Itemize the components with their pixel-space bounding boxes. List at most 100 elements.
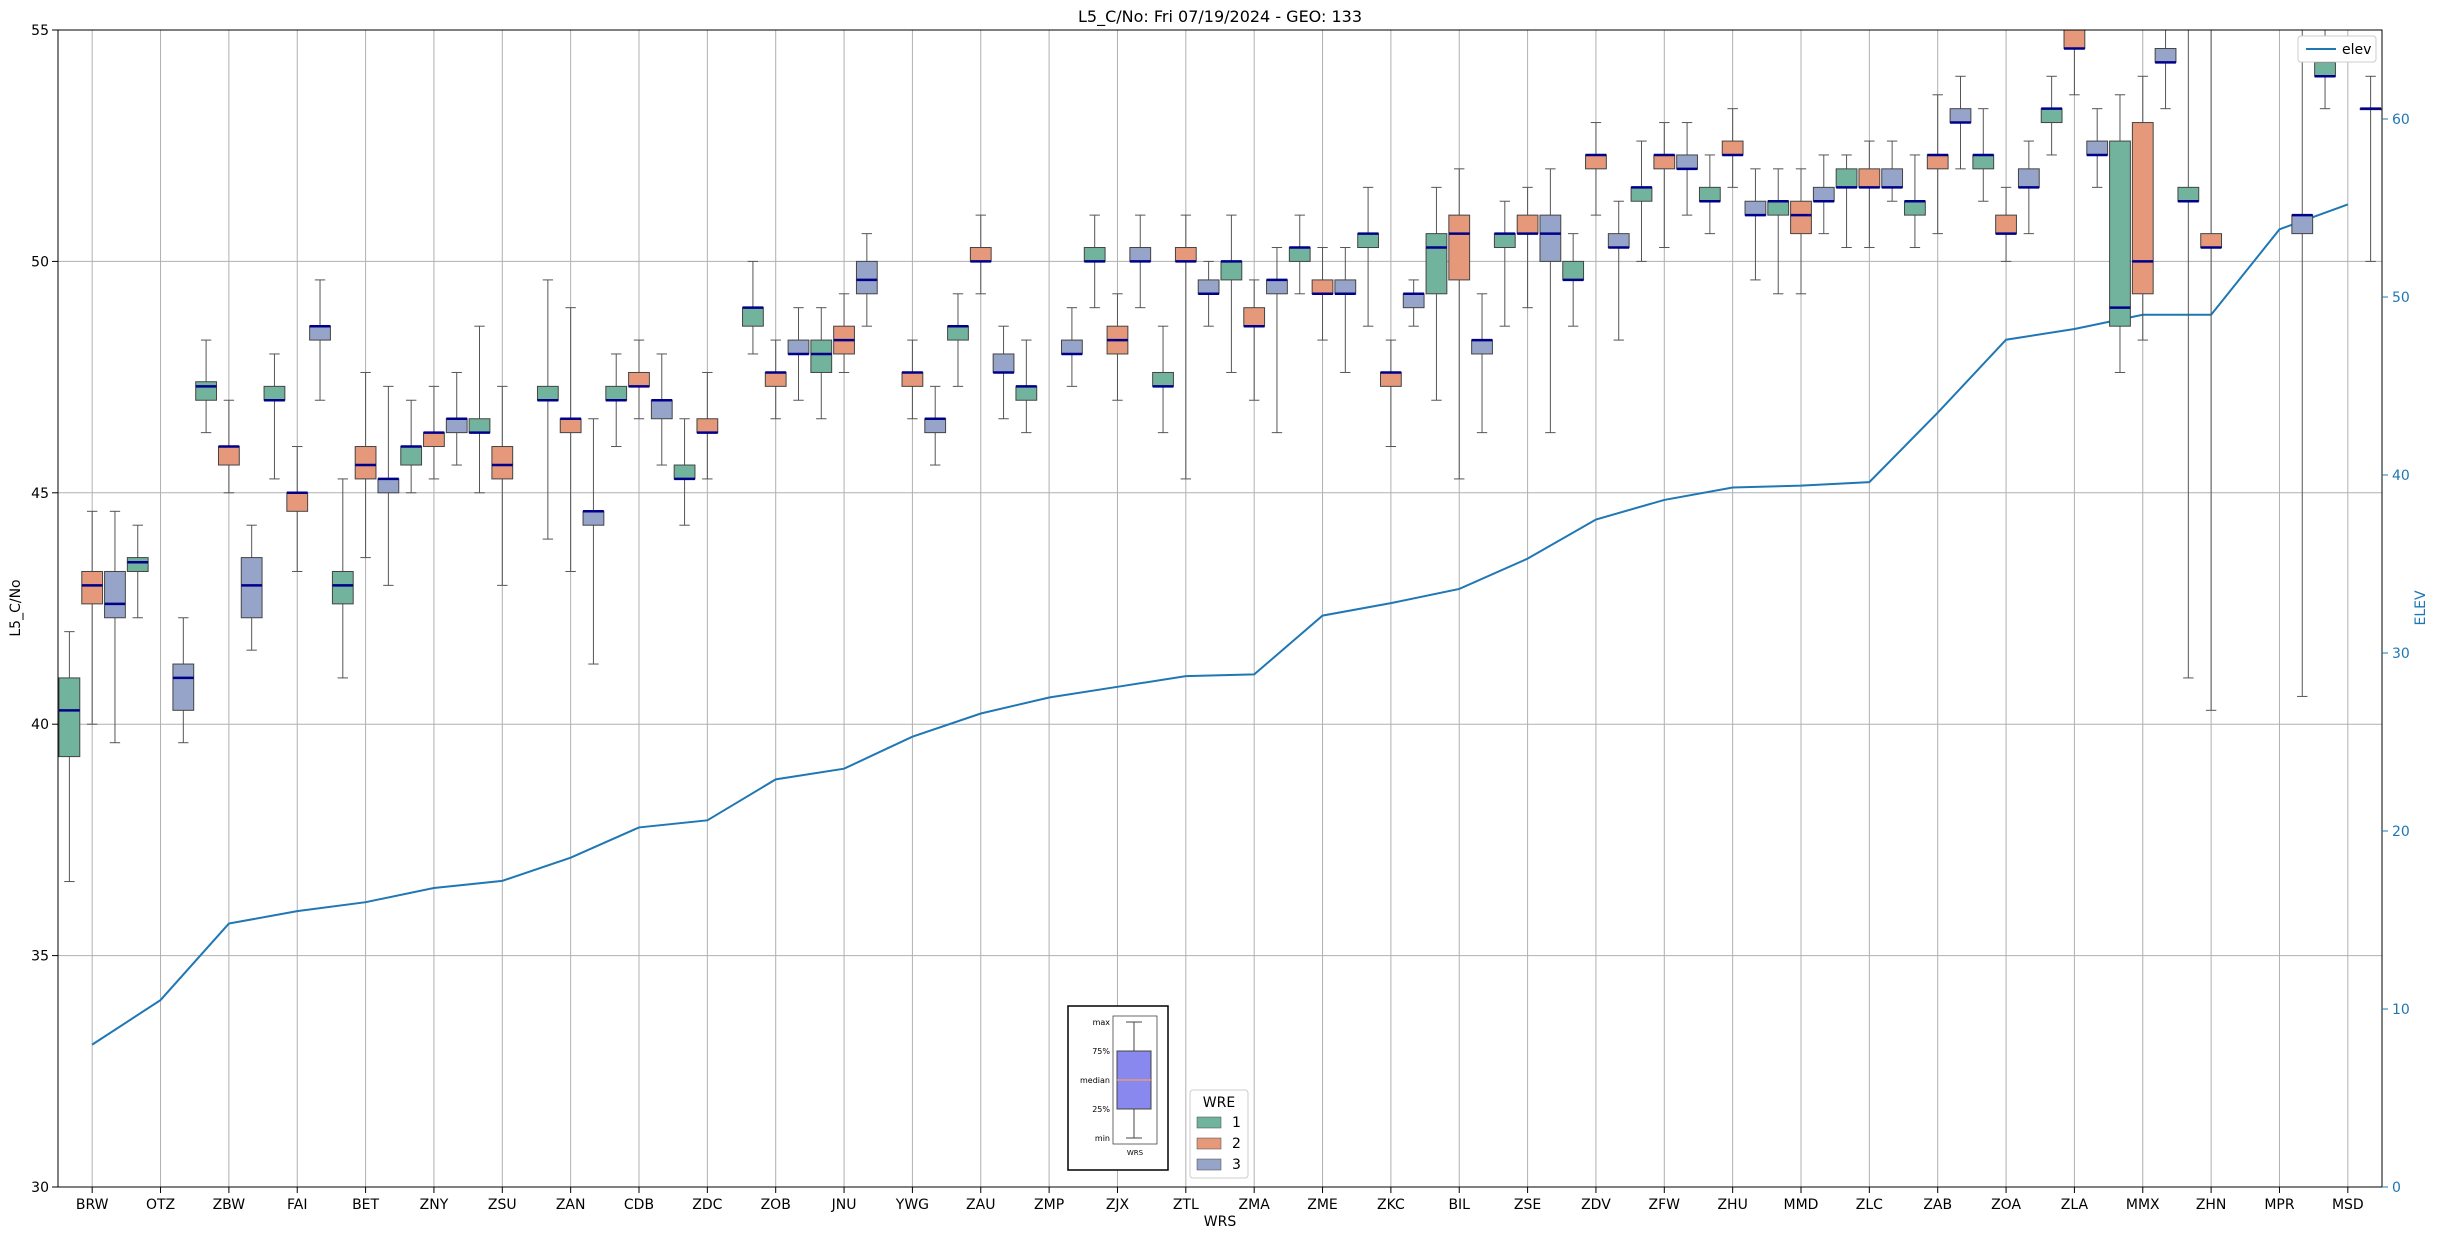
box-ZME-2 [1311,247,1334,341]
grid [58,29,2382,1188]
box-iqr [104,570,126,619]
y2-tick-label: 60 [2392,112,2410,128]
box-iqr [1083,247,1106,262]
box-ZSE-2 [1516,186,1539,309]
box-iqr [673,464,696,480]
box-ZTL-3 [1197,260,1220,327]
box-ZME-1 [1288,214,1311,295]
x-tick-label: FAI [287,1197,307,1213]
x-tick-label: ZKC [1377,1197,1405,1213]
x-tick-label: OTZ [146,1197,175,1213]
box-ZHU-2 [1721,108,1744,188]
box-ZOA-3 [2017,140,2040,235]
box-ZSU-2 [491,385,514,586]
box-iqr [1790,200,1812,235]
box-iqr [650,399,673,420]
x-tick-label: ZLC [1856,1197,1883,1213]
x-tick-label: ZOB [761,1197,791,1213]
box-ZMP-1 [1015,339,1038,434]
key-max: max [1093,1018,1111,1027]
boxes [58,29,2382,883]
box-iqr [1972,154,1995,170]
y2-tick-label: 10 [2392,1002,2410,1018]
box-iqr [1311,279,1334,295]
box-iqr [1744,200,1767,216]
box-ZSE-1 [1493,200,1516,327]
x-axis-label: WRS [1204,1214,1237,1230]
x-tick-label: JNU [831,1197,857,1213]
y-axis-label: L5_C/No [8,579,24,636]
key-min: min [1095,1134,1110,1143]
box-ZJX-3 [1129,214,1152,309]
box-iqr [263,385,286,401]
x-tick-label: BIL [1448,1197,1470,1213]
box-ZHU-1 [1698,154,1721,235]
x-axis: BRW OTZ ZBW FAI BET ZNY ZSU ZAN CDB ZDC ZOB JNU YWG Z… [76,1187,2364,1213]
box-iqr [400,446,423,466]
box-ZKC-2 [1379,339,1402,448]
box-ZMA-2 [1243,279,1266,401]
y2-tick-label: 40 [2392,468,2410,484]
chart-title: L5_C/No: Fri 07/19/2024 - GEO: 133 [1078,7,1362,27]
box-ZMA-1 [1220,214,1243,373]
box-ZOA-2 [1995,186,2017,262]
box-iqr [331,570,354,605]
box-iqr [2291,214,2314,235]
box-ZOB-3 [787,307,810,401]
x-tick-label: ZME [1307,1197,1338,1213]
box-iqr [947,325,969,341]
x-tick-label: ZFW [1649,1197,1681,1213]
box-iqr [924,418,947,434]
box-JNU-2 [833,293,855,373]
box-iqr [2086,140,2109,156]
box-ZDC-1 [673,418,696,526]
box-iqr [2063,29,2086,50]
box-iqr [992,353,1015,373]
box-ZAN-3 [582,418,605,665]
y-tick-label: 55 [31,23,49,39]
wre-legend-title: WRE [1203,1095,1235,1111]
box-ZTL-2 [1174,214,1197,480]
box-iqr [2017,168,2040,188]
box-CDB-2 [628,339,650,420]
box-iqr [445,418,468,434]
x-tick-label: ZHN [2196,1197,2227,1213]
box-iqr [582,510,605,526]
box-ZNY-2 [423,385,445,480]
box-iqr [1698,186,1721,202]
box-OTZ-1 [126,524,149,619]
elev-series-line [91,203,2349,1046]
x-tick-label: ZMA [1239,1197,1271,1213]
key-median: median [1080,1076,1110,1085]
box-MSD-3 [2359,75,2382,262]
box-iqr [605,385,628,401]
x-tick-label: ZAU [966,1197,995,1213]
box-iqr [1129,247,1152,262]
box-iqr [2131,122,2154,295]
elev-legend-label: elev [2342,42,2371,58]
x-tick-label: ZNY [420,1197,449,1213]
box-FAI-2 [286,446,309,572]
box-BET-1 [331,478,354,679]
box-BRW-1 [58,631,81,883]
box-BRW-3 [104,510,126,744]
box-iqr [217,446,240,466]
box-iqr [810,339,833,373]
box-ZSU-1 [468,325,491,494]
x-tick-label: ZOA [1991,1197,2021,1213]
x-tick-label: CDB [624,1197,654,1213]
box-iqr [491,446,514,480]
box-YWG-3 [924,385,947,466]
y-tick-label: 30 [31,1180,49,1196]
box-iqr [2040,108,2063,124]
y-tick-label: 50 [31,254,49,270]
box-iqr [468,418,491,434]
box-YWG-2 [901,339,924,420]
box-iqr [81,570,104,605]
x-tick-label: ZSE [1514,1197,1541,1213]
x-tick-label: ZSU [488,1197,517,1213]
box-ZBW-1 [195,339,217,434]
box-iqr [126,557,149,572]
box-iqr [764,371,787,387]
wre-legend-label: 3 [1232,1157,1241,1173]
